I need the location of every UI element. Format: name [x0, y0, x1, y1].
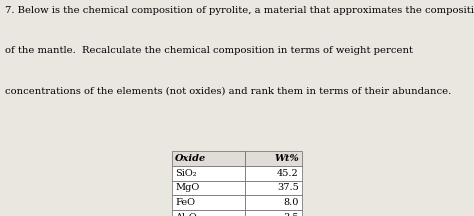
Text: of the mantle.  Recalculate the chemical composition in terms of weight percent: of the mantle. Recalculate the chemical … — [5, 46, 413, 56]
Text: 45.2: 45.2 — [277, 169, 299, 178]
Bar — [246, 151, 302, 166]
Text: MgO: MgO — [175, 183, 200, 192]
Text: concentrations of the elements (not oxides) and rank them in terms of their abun: concentrations of the elements (not oxid… — [5, 86, 451, 95]
Bar — [246, 210, 302, 216]
Bar — [246, 195, 302, 210]
Bar — [246, 181, 302, 195]
Text: Wt%: Wt% — [274, 154, 299, 163]
Text: Al₂O₃: Al₂O₃ — [175, 213, 201, 216]
Bar — [172, 151, 245, 166]
Bar — [172, 210, 245, 216]
Bar — [172, 166, 245, 181]
Text: 37.5: 37.5 — [277, 183, 299, 192]
Bar — [246, 166, 302, 181]
Text: Oxide: Oxide — [175, 154, 206, 163]
Bar — [172, 195, 245, 210]
Text: 7. Below is the chemical composition of pyrolite, a material that approximates t: 7. Below is the chemical composition of … — [5, 6, 474, 16]
Text: SiO₂: SiO₂ — [175, 169, 197, 178]
Text: 3.5: 3.5 — [283, 213, 299, 216]
Bar — [172, 181, 245, 195]
Text: 8.0: 8.0 — [283, 198, 299, 207]
Text: FeO: FeO — [175, 198, 195, 207]
